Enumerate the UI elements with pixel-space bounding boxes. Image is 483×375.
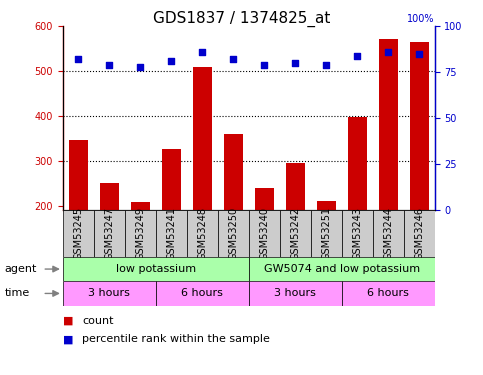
Text: GSM53247: GSM53247: [104, 207, 114, 260]
Bar: [63, 210, 94, 257]
Point: [199, 49, 206, 55]
Text: 6 hours: 6 hours: [181, 288, 223, 298]
Bar: [410, 42, 428, 295]
Bar: [125, 210, 156, 257]
Bar: [224, 134, 242, 295]
Bar: [131, 202, 150, 295]
Bar: [373, 210, 404, 257]
Bar: [63, 257, 249, 281]
Point: [136, 64, 144, 70]
Text: percentile rank within the sample: percentile rank within the sample: [82, 334, 270, 344]
Point: [322, 62, 330, 68]
Bar: [348, 117, 367, 295]
Text: GSM53244: GSM53244: [383, 207, 393, 260]
Bar: [249, 281, 342, 306]
Text: count: count: [82, 316, 114, 326]
Text: GSM53242: GSM53242: [290, 207, 300, 260]
Text: GDS1837 / 1374825_at: GDS1837 / 1374825_at: [153, 11, 330, 27]
Bar: [255, 188, 273, 295]
Text: ■: ■: [63, 316, 73, 326]
Bar: [162, 150, 181, 295]
Text: GSM53240: GSM53240: [259, 207, 269, 260]
Text: ■: ■: [63, 334, 73, 344]
Text: GW5074 and low potassium: GW5074 and low potassium: [264, 264, 420, 274]
Bar: [156, 281, 249, 306]
Bar: [379, 39, 398, 295]
Bar: [193, 67, 212, 295]
Text: GSM53249: GSM53249: [135, 207, 145, 260]
Text: 3 hours: 3 hours: [274, 288, 316, 298]
Text: time: time: [5, 288, 30, 298]
Bar: [156, 210, 187, 257]
Text: GSM53251: GSM53251: [321, 207, 331, 260]
Bar: [404, 210, 435, 257]
Bar: [63, 281, 156, 306]
Text: GSM53245: GSM53245: [73, 207, 83, 260]
Bar: [342, 281, 435, 306]
Bar: [249, 257, 435, 281]
Point: [260, 62, 268, 68]
Bar: [280, 210, 311, 257]
Text: GSM53248: GSM53248: [197, 207, 207, 260]
Text: GSM53241: GSM53241: [166, 207, 176, 260]
Text: GSM53246: GSM53246: [414, 207, 424, 260]
Bar: [286, 163, 304, 295]
Point: [74, 56, 82, 62]
Bar: [187, 210, 218, 257]
Text: low potassium: low potassium: [116, 264, 196, 274]
Text: GSM53250: GSM53250: [228, 207, 238, 260]
Bar: [317, 201, 336, 295]
Point: [415, 51, 423, 57]
Text: agent: agent: [5, 264, 37, 274]
Text: 6 hours: 6 hours: [367, 288, 409, 298]
Bar: [249, 210, 280, 257]
Point: [354, 53, 361, 58]
Point: [105, 62, 113, 68]
Text: 100%: 100%: [407, 14, 435, 24]
Text: GSM53243: GSM53243: [352, 207, 362, 260]
Bar: [342, 210, 373, 257]
Bar: [218, 210, 249, 257]
Text: 3 hours: 3 hours: [88, 288, 130, 298]
Point: [384, 49, 392, 55]
Bar: [94, 210, 125, 257]
Point: [229, 56, 237, 62]
Bar: [100, 183, 118, 295]
Bar: [311, 210, 342, 257]
Bar: [69, 140, 87, 295]
Point: [168, 58, 175, 64]
Point: [291, 60, 299, 66]
